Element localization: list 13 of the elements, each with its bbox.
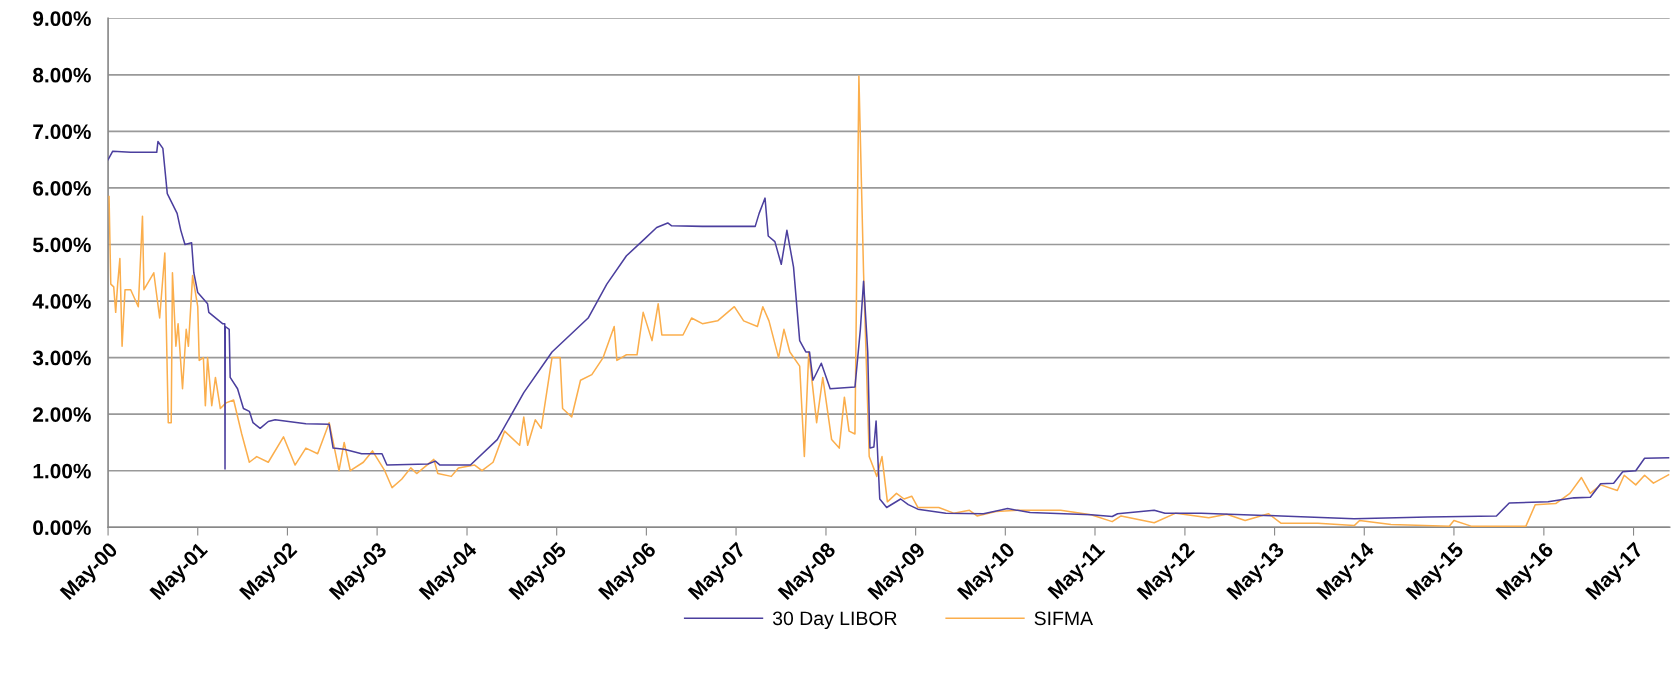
legend-label: 30 Day LIBOR [772, 611, 897, 630]
y-tick-label: 5.00% [32, 237, 91, 253]
line-series [108, 140, 1670, 520]
legend-label: SIFMA [1034, 611, 1094, 626]
y-tick-label: 6.00% [33, 180, 91, 196]
y-tick-label: 2.00% [33, 407, 91, 422]
y-tick-label: 3.00% [32, 350, 91, 366]
y-tick-label: 0.00% [33, 520, 91, 536]
y-tick-label: 8.00% [33, 67, 91, 83]
y-tick-label: 9.00% [33, 11, 91, 27]
y-tick-label: 7.00% [33, 124, 91, 140]
y-tick-label: 4.00% [32, 294, 91, 309]
y-tick-label: 1.00% [33, 463, 91, 479]
